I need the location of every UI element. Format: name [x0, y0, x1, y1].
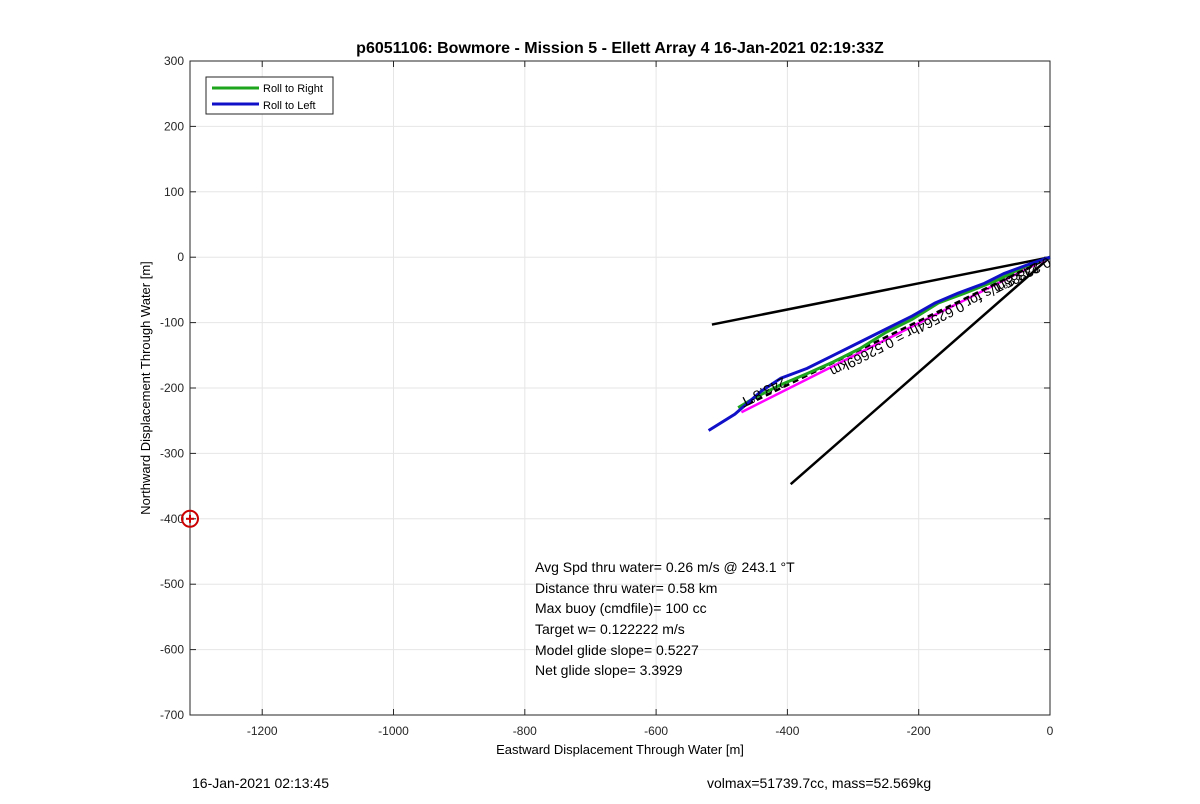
red-circle-marker	[181, 509, 199, 528]
y-tick-label: -500	[160, 577, 184, 591]
footer-volmax-mass: volmax=51739.7cc, mass=52.569kg	[707, 775, 932, 791]
y-tick-label: -200	[160, 381, 184, 395]
y-tick-label: 200	[164, 119, 184, 133]
legend-label-roll-right: Roll to Right	[263, 83, 323, 95]
stat-avg-speed: Avg Spd thru water= 0.26 m/s @ 243.1 °T	[535, 559, 795, 575]
x-tick-label: -200	[907, 724, 931, 738]
y-tick-label: -300	[160, 446, 184, 460]
x-tick-label: -400	[775, 724, 799, 738]
line-wedge-lower	[789, 256, 1051, 486]
line-average-track-black	[737, 256, 1051, 411]
x-tick-label: -600	[644, 724, 668, 738]
grid	[190, 60, 1051, 716]
series-lines	[181, 255, 1051, 528]
x-tick-label: 0	[1047, 724, 1054, 738]
stat-max-buoy: Max buoy (cmdfile)= 100 cc	[535, 600, 707, 616]
axes-ticks: -1200 -1000 -800 -600 -400 -200 0 300 200 100 0 -10…	[160, 54, 1054, 738]
footer-timestamp: 16-Jan-2021 02:13:45	[192, 775, 329, 791]
legend-box	[205, 76, 334, 115]
y-tick-label: -600	[160, 643, 184, 657]
legend: Roll to Right Roll to Left	[205, 76, 334, 115]
series-roll-right	[737, 255, 1051, 409]
stats-block: Avg Spd thru water= 0.26 m/s @ 243.1 °T …	[535, 559, 795, 678]
stat-net-glide: Net glide slope= 3.3929	[535, 662, 683, 678]
y-tick-label: 0	[177, 250, 184, 264]
chart-title: p6051106: Bowmore - Mission 5 - Ellett A…	[356, 40, 884, 57]
x-axis-label: Eastward Displacement Through Water [m]	[496, 742, 744, 757]
stat-model-glide: Model glide slope= 0.5227	[535, 642, 699, 658]
y-axis-label: Northward Displacement Through Water [m]	[138, 261, 153, 515]
x-tick-label: -800	[513, 724, 537, 738]
line-average-track	[740, 256, 1051, 414]
series-roll-left	[707, 255, 1051, 432]
x-tick-label: -1000	[378, 724, 409, 738]
annotations: 243.8°T0.23885m/s for 0.62564hr = 0.5266…	[737, 254, 1053, 411]
stat-distance: Distance thru water= 0.58 km	[535, 580, 717, 596]
annotation-0: 243.8°T	[737, 374, 788, 411]
y-tick-label: -100	[160, 316, 184, 330]
y-tick-label: -400	[160, 512, 184, 526]
stat-target-w: Target w= 0.122222 m/s	[535, 621, 685, 637]
y-tick-label: 300	[164, 54, 184, 68]
legend-label-roll-left: Roll to Left	[263, 100, 316, 112]
line-wedge-upper	[711, 255, 1051, 326]
y-tick-label: -700	[160, 708, 184, 722]
x-tick-label: -1200	[247, 724, 278, 738]
y-tick-label: 100	[164, 185, 184, 199]
